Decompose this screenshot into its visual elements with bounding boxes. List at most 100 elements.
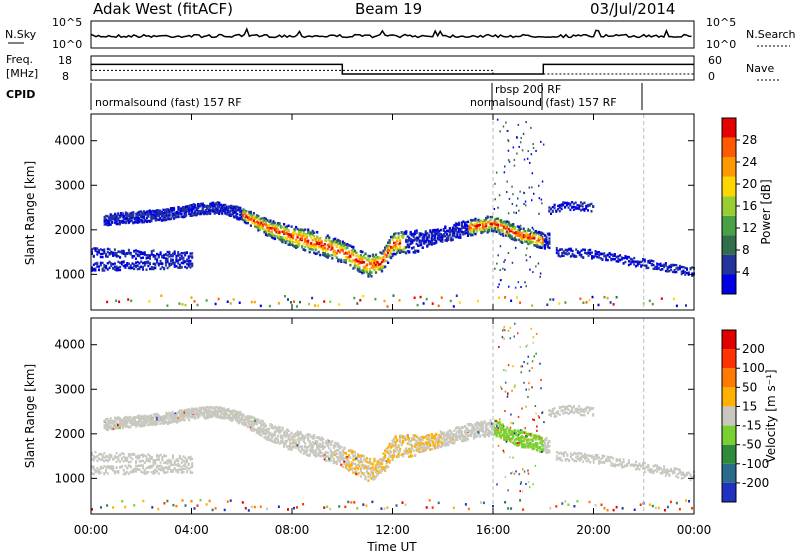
echo-cell <box>112 419 115 423</box>
noise-cell <box>529 161 531 164</box>
echo-cell <box>335 240 338 243</box>
noise-cell <box>532 228 535 231</box>
echo-cell <box>629 260 632 263</box>
echo-cell <box>101 255 104 259</box>
echo-cell <box>498 431 501 435</box>
echo-cell <box>447 436 450 439</box>
echo-cell <box>140 252 143 256</box>
echo-cell <box>402 234 405 237</box>
echo-cell <box>346 456 349 459</box>
echo-cell <box>427 433 430 437</box>
echo-cell <box>356 267 359 270</box>
echo-cell <box>382 249 385 253</box>
echo-cell <box>380 257 384 260</box>
echo-cell <box>355 258 358 261</box>
echo-cell <box>150 266 153 269</box>
noise-cell <box>496 118 499 121</box>
nsearch-tick-bottom: 10^0 <box>706 38 736 51</box>
echo-cell <box>237 421 240 425</box>
echo-cell <box>279 238 283 242</box>
echo-cell <box>497 229 500 232</box>
echo-cell <box>172 419 176 423</box>
echo-cell <box>433 236 436 239</box>
echo-cell <box>329 449 332 452</box>
echo-cell <box>331 456 334 459</box>
echo-cell <box>417 436 420 440</box>
echo-cell <box>313 251 316 254</box>
echo-cell <box>243 421 246 424</box>
echo-cell <box>524 431 527 434</box>
echo-cell <box>249 426 252 430</box>
echo-cell <box>311 232 314 236</box>
echo-cell <box>494 229 497 232</box>
noise-cell <box>531 172 534 175</box>
noise-cell <box>535 265 537 268</box>
echo-cell <box>325 459 328 462</box>
echo-cell <box>275 227 278 230</box>
echo-cell <box>399 449 402 453</box>
echo-cell <box>103 251 106 255</box>
echo-cell <box>557 254 560 257</box>
echo-cell <box>349 467 352 470</box>
echo-cell <box>302 449 305 452</box>
echo-cell <box>108 221 111 225</box>
echo-cell <box>150 250 153 253</box>
echo-cell <box>323 254 326 257</box>
echo-cell <box>543 244 546 247</box>
echo-cell <box>350 260 353 263</box>
echo-cell <box>353 262 356 265</box>
echo-cell <box>182 413 185 416</box>
noise-cell <box>506 130 509 132</box>
echo-cell <box>347 464 350 468</box>
echo-cell <box>367 475 370 479</box>
echo-cell <box>284 433 287 437</box>
echo-cell <box>328 441 331 444</box>
echo-cell <box>451 228 454 232</box>
echo-cell <box>144 423 147 427</box>
echo-cell <box>454 235 457 239</box>
echo-cell <box>113 265 116 268</box>
echo-cell <box>471 223 474 227</box>
echo-cell <box>218 203 221 206</box>
echo-cell <box>275 441 278 444</box>
echo-cell <box>132 420 135 423</box>
ground-noise-cell <box>205 299 208 302</box>
echo-cell <box>109 427 112 430</box>
echo-cell <box>527 239 530 242</box>
echo-cell <box>175 257 178 260</box>
echo-cell <box>293 245 296 248</box>
echo-cell <box>365 270 369 274</box>
echo-cell <box>159 217 162 220</box>
echo-cell <box>424 435 427 438</box>
echo-cell <box>165 416 168 419</box>
echo-cell <box>293 441 296 445</box>
echo-cell <box>192 415 195 418</box>
echo-cell <box>180 212 183 216</box>
echo-cell <box>506 433 509 436</box>
echo-cell <box>110 264 113 268</box>
echo-cell <box>313 235 316 238</box>
echo-cell <box>279 436 283 440</box>
echo-cell <box>183 209 186 212</box>
echo-cell <box>113 268 116 271</box>
echo-cell <box>533 447 536 450</box>
echo-cell <box>326 255 329 259</box>
echo-cell <box>411 234 414 237</box>
echo-cell <box>635 260 637 263</box>
echo-cell <box>212 201 215 205</box>
echo-cell <box>546 245 549 249</box>
echo-cell <box>164 259 167 262</box>
echo-cell <box>521 435 524 438</box>
echo-cell <box>127 266 130 270</box>
echo-cell <box>406 442 409 445</box>
echo-cell <box>189 259 192 263</box>
echo-cell <box>460 221 463 225</box>
echo-cell <box>406 239 409 242</box>
echo-cell <box>415 231 418 234</box>
echo-cell <box>427 439 430 443</box>
echo-cell <box>160 417 163 421</box>
echo-cell <box>142 210 145 213</box>
echo-cell <box>488 429 491 433</box>
echo-cell <box>194 206 197 209</box>
echo-cell <box>340 451 343 455</box>
